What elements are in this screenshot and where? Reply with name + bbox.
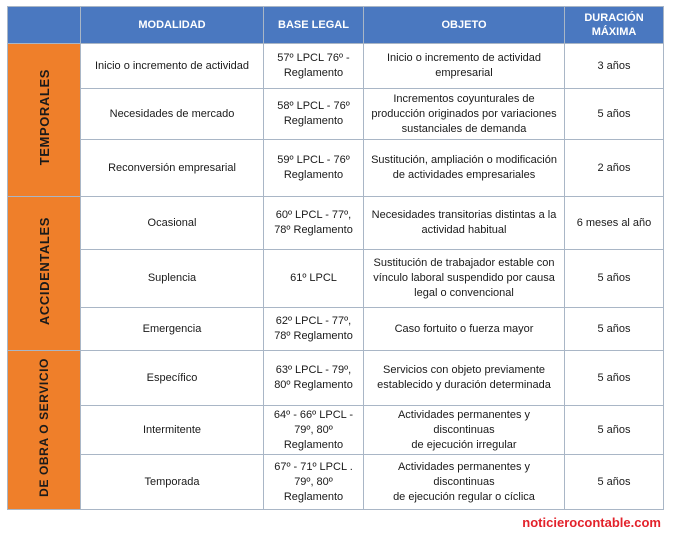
group-label: ACCIDENTALES [36,216,52,326]
header-blank [7,6,81,44]
cell-duracion: 3 años [564,43,664,89]
contracts-sheet: MODALIDAD BASE LEGAL OBJETO DURACIÓN MÁX… [7,6,664,510]
cell-objeto: Actividades permanentes y discontinuas d… [363,405,565,455]
cell-modalidad: Específico [80,350,264,406]
table-row: DE OBRA O SERVICIO Específico 63º LPCL -… [7,350,664,510]
header-modalidad: MODALIDAD [80,6,264,44]
source-credit: noticierocontable.com [522,515,661,530]
table-row: Suplencia 61º LPCL Sustitución de trabaj… [8,249,664,308]
cell-base-legal: 64º - 66º LPCL - 79º, 80º Reglamento [263,405,364,455]
cell-objeto: Necesidades transitorias distintas a la … [363,196,565,250]
group-obra-servicio: DE OBRA O SERVICIO [7,350,81,510]
cell-duracion: 5 años [564,307,664,351]
cell-modalidad: Emergencia [80,307,264,351]
table-row: Reconversión empresarial 59º LPCL - 76º … [8,139,664,197]
cell-objeto: Sustitución de trabajador estable con ví… [363,249,565,308]
cell-modalidad: Suplencia [80,249,264,308]
table-row: ACCIDENTALES Ocasional 60º LPCL - 77º, 7… [7,196,664,351]
contracts-table: MODALIDAD BASE LEGAL OBJETO DURACIÓN MÁX… [7,6,664,510]
cell-duracion: 5 años [564,88,664,140]
cell-modalidad: Necesidades de mercado [80,88,264,140]
cell-base-legal: 62º LPCL - 77º, 78º Reglamento [263,307,364,351]
cell-base-legal: 59º LPCL - 76º Reglamento [263,139,364,197]
group-label: TEMPORALES [36,69,52,166]
cell-duracion: 5 años [564,249,664,308]
table-row: Intermitente 64º - 66º LPCL - 79º, 80º R… [8,405,664,455]
cell-modalidad: Temporada [80,454,264,510]
table-row: Emergencia 62º LPCL - 77º, 78º Reglament… [8,307,664,351]
cell-base-legal: 58º LPCL - 76º Reglamento [263,88,364,140]
group-accidentales: ACCIDENTALES [7,196,81,351]
table-row: Necesidades de mercado 58º LPCL - 76º Re… [8,88,664,140]
cell-duracion: 5 años [564,454,664,510]
cell-objeto: Servicios con objeto previamente estable… [363,350,565,406]
cell-objeto: Inicio o incremento de actividad empresa… [363,43,565,89]
header-row: MODALIDAD BASE LEGAL OBJETO DURACIÓN MÁX… [7,6,664,44]
cell-base-legal: 63º LPCL - 79º, 80º Reglamento [263,350,364,406]
table-row: TEMPORALES Inicio o incremento de activi… [7,43,664,197]
cell-base-legal: 61º LPCL [263,249,364,308]
cell-modalidad: Ocasional [80,196,264,250]
group-temporales: TEMPORALES [7,43,81,197]
cell-modalidad: Inicio o incremento de actividad [80,43,264,89]
group-label: DE OBRA O SERVICIO [36,358,51,497]
cell-objeto: Actividades permanentes y discontinuas d… [363,454,565,510]
header-duracion: DURACIÓN MÁXIMA [564,6,664,44]
cell-modalidad: Intermitente [80,405,264,455]
cell-objeto: Incrementos coyunturales de producción o… [363,88,565,140]
cell-base-legal: 60º LPCL - 77º, 78º Reglamento [263,196,364,250]
cell-modalidad: Reconversión empresarial [80,139,264,197]
cell-base-legal: 67º - 71º LPCL . 79º, 80º Reglamento [263,454,364,510]
cell-objeto: Sustitución, ampliación o modificación d… [363,139,565,197]
cell-duracion: 5 años [564,350,664,406]
cell-base-legal: 57º LPCL 76º - Reglamento [263,43,364,89]
cell-duracion: 2 años [564,139,664,197]
header-base-legal: BASE LEGAL [263,6,364,44]
table-row: Temporada 67º - 71º LPCL . 79º, 80º Regl… [8,454,664,510]
header-objeto: OBJETO [363,6,565,44]
cell-duracion: 6 meses al año [564,196,664,250]
cell-duracion: 5 años [564,405,664,455]
cell-objeto: Caso fortuito o fuerza mayor [363,307,565,351]
